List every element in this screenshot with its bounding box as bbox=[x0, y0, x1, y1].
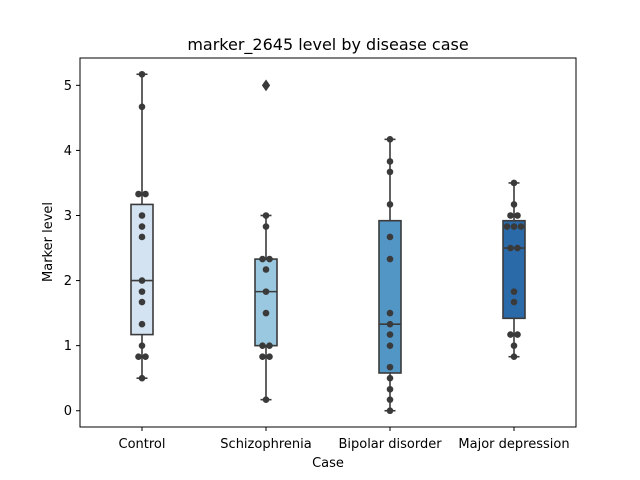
data-point bbox=[514, 331, 521, 338]
swarm-group bbox=[386, 136, 394, 415]
data-point bbox=[510, 179, 518, 187]
data-point bbox=[135, 190, 142, 198]
data-point bbox=[386, 342, 394, 349]
y-tick-label: 4 bbox=[64, 144, 72, 159]
data-point bbox=[386, 201, 394, 208]
x-tick-label: Major depression bbox=[458, 437, 569, 452]
data-point bbox=[510, 353, 518, 361]
data-point bbox=[262, 82, 270, 89]
data-point bbox=[138, 320, 146, 328]
y-tick-label: 5 bbox=[64, 79, 72, 94]
data-point bbox=[262, 266, 270, 273]
plot-frame bbox=[79, 57, 577, 428]
data-point bbox=[386, 309, 394, 317]
chart-title: marker_2645 level by disease case bbox=[187, 35, 468, 55]
data-point bbox=[259, 255, 266, 263]
data-point bbox=[138, 298, 146, 306]
data-point bbox=[514, 244, 521, 252]
data-point bbox=[386, 158, 394, 165]
data-point bbox=[514, 212, 521, 219]
y-axis-label: Marker level bbox=[41, 202, 56, 282]
data-point bbox=[135, 353, 142, 361]
data-point bbox=[138, 70, 146, 78]
data-point bbox=[138, 223, 146, 230]
data-point bbox=[138, 103, 146, 111]
data-point bbox=[266, 353, 273, 361]
data-point bbox=[262, 309, 270, 317]
box-iqr bbox=[130, 203, 154, 336]
data-point bbox=[386, 320, 394, 328]
box-iqr bbox=[254, 258, 278, 347]
data-point bbox=[510, 298, 518, 306]
data-point bbox=[138, 277, 146, 284]
data-point bbox=[142, 190, 149, 198]
y-tick-label: 1 bbox=[64, 339, 72, 354]
x-axis: Control Schizophrenia Bipolar disorder Majo… bbox=[119, 427, 570, 452]
plot-area bbox=[130, 70, 526, 415]
y-tick-label: 0 bbox=[64, 404, 72, 419]
data-point bbox=[386, 374, 394, 382]
data-point bbox=[142, 353, 149, 361]
data-point bbox=[386, 385, 394, 393]
x-tick-label: Control bbox=[119, 437, 166, 452]
data-point bbox=[386, 233, 394, 241]
data-point bbox=[262, 396, 270, 403]
box-iqr bbox=[378, 219, 402, 374]
data-point bbox=[386, 136, 394, 143]
data-point bbox=[386, 396, 394, 403]
data-point bbox=[266, 255, 273, 263]
data-point bbox=[386, 363, 394, 371]
data-point bbox=[262, 223, 270, 230]
data-point bbox=[386, 331, 394, 338]
data-point bbox=[386, 255, 394, 263]
data-point bbox=[138, 233, 146, 241]
swarm-group bbox=[135, 70, 149, 382]
box-iqr bbox=[502, 219, 526, 320]
data-point bbox=[510, 201, 518, 208]
data-point bbox=[386, 168, 394, 176]
x-tick-label: Schizophrenia bbox=[220, 437, 311, 452]
box-group bbox=[502, 182, 526, 358]
data-point bbox=[262, 288, 270, 295]
data-point bbox=[510, 342, 518, 349]
data-point bbox=[517, 223, 525, 230]
data-point bbox=[262, 212, 270, 219]
data-point bbox=[507, 212, 514, 219]
data-point bbox=[510, 223, 518, 230]
data-point bbox=[259, 342, 266, 349]
data-point bbox=[138, 288, 146, 295]
y-axis: 0 1 2 3 4 5 bbox=[64, 79, 80, 419]
data-point bbox=[266, 342, 273, 349]
data-point bbox=[507, 244, 514, 252]
data-point bbox=[138, 212, 146, 219]
box-group bbox=[130, 73, 154, 379]
data-point bbox=[386, 407, 394, 415]
x-tick-label: Bipolar disorder bbox=[338, 437, 442, 452]
swarm-group bbox=[503, 179, 525, 361]
swarm-group bbox=[259, 82, 273, 403]
data-point bbox=[138, 342, 146, 349]
x-axis-label: Case bbox=[312, 456, 344, 471]
box-group bbox=[254, 79, 278, 401]
data-point bbox=[503, 223, 511, 230]
y-tick-label: 2 bbox=[64, 274, 72, 289]
data-point bbox=[138, 374, 146, 382]
data-point bbox=[507, 331, 514, 338]
data-point bbox=[510, 288, 518, 295]
data-point bbox=[259, 353, 266, 361]
y-tick-label: 3 bbox=[64, 209, 72, 224]
